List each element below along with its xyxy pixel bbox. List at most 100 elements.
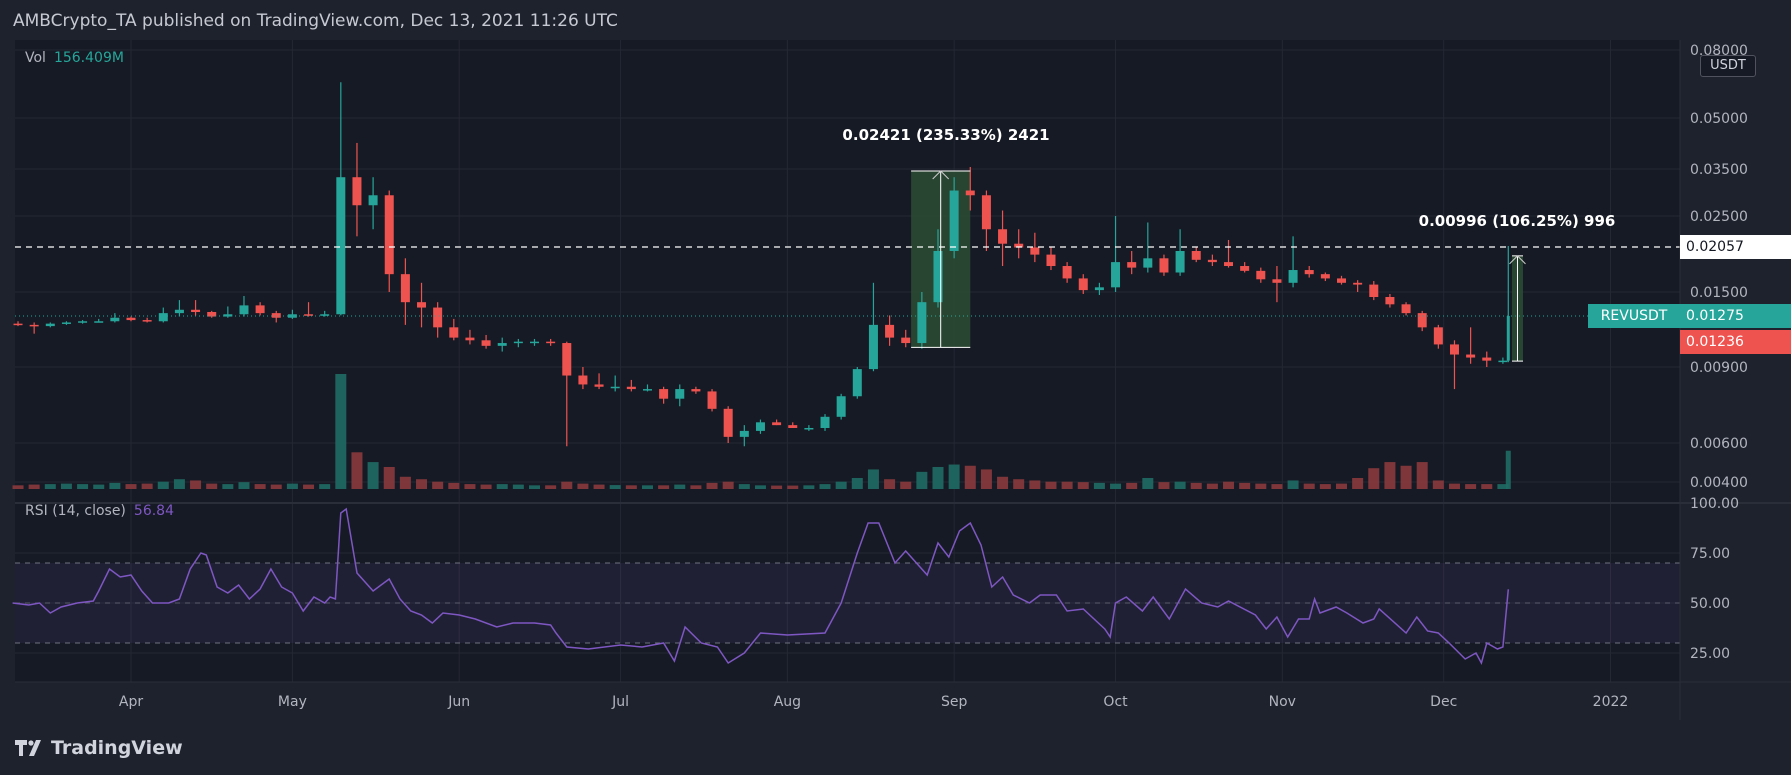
candle-body[interactable] [981, 195, 991, 230]
candle-body[interactable] [29, 324, 39, 327]
candle-body[interactable] [1078, 278, 1088, 291]
candle-body[interactable] [1482, 357, 1492, 361]
candle-body[interactable] [1207, 259, 1217, 263]
candle-body[interactable] [1175, 251, 1185, 273]
candle-body[interactable] [1191, 251, 1201, 260]
candle-body[interactable] [400, 274, 410, 303]
rsi-legend[interactable]: RSI (14, close) 56.84 [25, 503, 174, 519]
candle-body[interactable] [1385, 297, 1395, 305]
candle-body[interactable] [659, 389, 669, 399]
candle-body[interactable] [1256, 270, 1266, 280]
candle-body[interactable] [126, 317, 136, 321]
candle-body[interactable] [1288, 270, 1298, 283]
candle-body[interactable] [287, 314, 297, 318]
candle-body[interactable] [804, 427, 814, 430]
candle-body[interactable] [255, 305, 265, 314]
candle-body[interactable] [417, 302, 427, 308]
candle-body[interactable] [1466, 354, 1476, 358]
volume-legend[interactable]: Vol 156.409M [25, 50, 124, 66]
candle-body[interactable] [772, 422, 782, 426]
candle-body[interactable] [174, 309, 184, 314]
candle-body[interactable] [110, 317, 120, 322]
candle-body[interactable] [691, 389, 701, 392]
candle-body[interactable] [481, 340, 491, 346]
candle-body[interactable] [497, 343, 507, 346]
candle-body[interactable] [384, 195, 394, 275]
candle-body[interactable] [13, 323, 23, 326]
candle-body[interactable] [271, 313, 281, 318]
currency-unit-button[interactable]: USDT [1700, 55, 1756, 77]
candle-body[interactable] [465, 337, 475, 341]
candle-body[interactable] [352, 177, 362, 206]
candle-body[interactable] [949, 190, 959, 252]
candle-body[interactable] [223, 314, 233, 317]
candle-body[interactable] [739, 430, 749, 437]
candle-body[interactable] [1224, 262, 1234, 267]
candle-body[interactable] [1127, 262, 1137, 268]
rsi-axis[interactable]: 100.00 75.00 50.00 25.00 [1690, 496, 1739, 662]
candle-body[interactable] [1143, 258, 1153, 268]
candle-body[interactable] [61, 322, 71, 324]
candle-body[interactable] [1159, 258, 1169, 273]
candle-body[interactable] [1014, 243, 1024, 248]
candle-body[interactable] [755, 422, 765, 431]
candle-body[interactable] [1337, 278, 1346, 283]
candle-body[interactable] [1111, 262, 1121, 288]
candle-body[interactable] [626, 386, 636, 390]
candle-body[interactable] [207, 312, 217, 317]
candle-body[interactable] [885, 324, 895, 338]
candle-body[interactable] [142, 320, 152, 322]
candle-body[interactable] [1304, 270, 1314, 275]
candle-body[interactable] [836, 396, 846, 417]
candle-body[interactable] [239, 305, 249, 315]
candle-body[interactable] [707, 391, 717, 409]
candle-body[interactable] [1401, 304, 1411, 314]
candle-body[interactable] [530, 341, 539, 344]
candle-body[interactable] [852, 369, 862, 397]
tradingview-logo[interactable]: TradingView [15, 737, 183, 759]
candle-body[interactable] [158, 313, 168, 322]
candle-body[interactable] [320, 314, 330, 316]
candle-body[interactable] [513, 341, 523, 344]
candle-body[interactable] [368, 195, 378, 206]
candle-body[interactable] [1320, 274, 1330, 279]
candle-body[interactable] [1433, 327, 1443, 345]
candle-body[interactable] [1417, 313, 1427, 328]
candle-body[interactable] [1272, 279, 1282, 283]
candle-body[interactable] [1240, 266, 1250, 271]
time-axis[interactable]: Apr May Jun Jul Aug Sep Oct Nov Dec 2022 [119, 694, 1628, 710]
candle-body[interactable] [1094, 287, 1104, 291]
candle-body[interactable] [45, 323, 55, 327]
candle-body[interactable] [642, 389, 652, 391]
candle-body[interactable] [1062, 266, 1072, 279]
candle-body[interactable] [965, 190, 975, 196]
candle-body[interactable] [433, 307, 443, 328]
candle-body[interactable] [1353, 282, 1363, 285]
candle-body[interactable] [546, 341, 556, 344]
candle-body[interactable] [610, 386, 620, 389]
candle-body[interactable] [933, 251, 943, 303]
candle-body[interactable] [1449, 344, 1459, 355]
candle-body[interactable] [1369, 284, 1379, 298]
candle-body[interactable] [1506, 316, 1510, 361]
candle-body[interactable] [191, 309, 201, 313]
candle-body[interactable] [675, 389, 685, 399]
candle-body[interactable] [901, 337, 911, 344]
candle-body[interactable] [336, 177, 346, 315]
candle-body[interactable] [1046, 254, 1056, 267]
candle-body[interactable] [820, 416, 830, 428]
price-axis[interactable]: 0.080000.050000.035000.025000.015000.009… [1690, 43, 1748, 491]
candle-body[interactable] [1030, 247, 1040, 255]
candle-body[interactable] [562, 343, 572, 376]
candle-body[interactable] [449, 327, 459, 338]
candle-body[interactable] [94, 321, 104, 323]
candle-body[interactable] [868, 324, 878, 370]
candle-body[interactable] [304, 314, 314, 316]
candle-body[interactable] [788, 425, 798, 428]
candle-body[interactable] [78, 321, 88, 323]
candle-body[interactable] [1498, 360, 1508, 363]
candle-body[interactable] [578, 375, 588, 385]
candle-body[interactable] [917, 302, 927, 344]
candle-body[interactable] [594, 384, 604, 387]
